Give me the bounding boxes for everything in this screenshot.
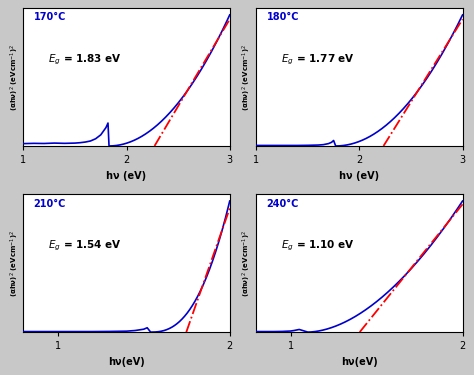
- X-axis label: hν(eV): hν(eV): [341, 357, 378, 367]
- Text: $E_g$ = 1.10 eV: $E_g$ = 1.10 eV: [281, 238, 355, 253]
- Text: 240°C: 240°C: [266, 199, 299, 208]
- Y-axis label: (αhν)$^2$ (eVcm$^{-1}$)$^2$: (αhν)$^2$ (eVcm$^{-1}$)$^2$: [241, 44, 254, 111]
- Text: $E_g$ = 1.77 eV: $E_g$ = 1.77 eV: [281, 53, 355, 67]
- Y-axis label: (αhν)$^2$ (eVcm$^{-1}$)$^2$: (αhν)$^2$ (eVcm$^{-1}$)$^2$: [9, 44, 21, 111]
- Text: 210°C: 210°C: [34, 199, 66, 208]
- Text: 180°C: 180°C: [266, 12, 299, 22]
- Text: 170°C: 170°C: [34, 12, 66, 22]
- Text: $E_g$ = 1.54 eV: $E_g$ = 1.54 eV: [48, 238, 122, 253]
- Y-axis label: (αhν)$^2$ (eVcm$^{-1}$)$^2$: (αhν)$^2$ (eVcm$^{-1}$)$^2$: [9, 230, 21, 297]
- Y-axis label: (αhν)$^2$ (eVcm$^{-1}$)$^2$: (αhν)$^2$ (eVcm$^{-1}$)$^2$: [241, 230, 254, 297]
- X-axis label: hν (eV): hν (eV): [107, 171, 146, 180]
- X-axis label: hν (eV): hν (eV): [339, 171, 380, 180]
- Text: $E_g$ = 1.83 eV: $E_g$ = 1.83 eV: [48, 53, 122, 67]
- X-axis label: hν(eV): hν(eV): [108, 357, 145, 367]
